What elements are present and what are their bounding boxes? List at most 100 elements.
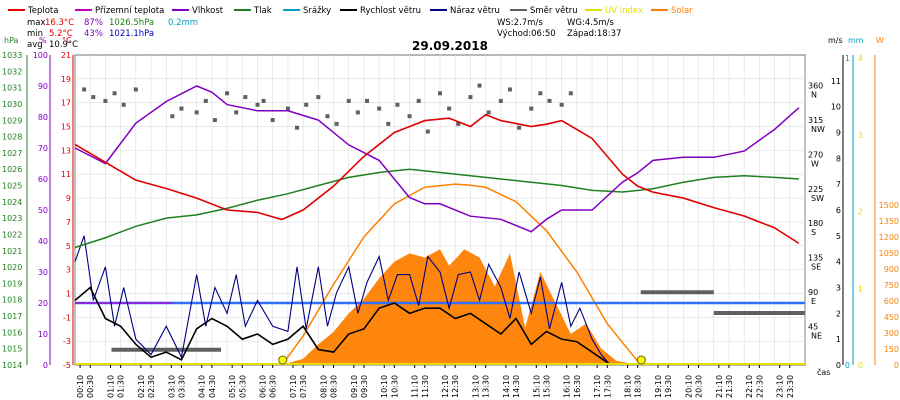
wind-dir-point bbox=[170, 114, 175, 119]
uv-tick: 1 bbox=[858, 284, 863, 293]
temp-tick: 17 bbox=[61, 99, 71, 108]
wind-tick: 9 bbox=[836, 129, 841, 138]
stat-avg-label: avg bbox=[27, 40, 43, 50]
wind-tick: 1 bbox=[836, 335, 841, 344]
humidity-tick: 30 bbox=[38, 268, 48, 277]
legend-label: Tlak bbox=[253, 6, 272, 16]
solar-tick: 300 bbox=[884, 329, 899, 338]
wind-tick: 5 bbox=[836, 232, 841, 241]
temp-tick: -3 bbox=[63, 337, 71, 346]
direction-tick-label: NE bbox=[811, 332, 822, 341]
pressure-tick: 1029 bbox=[2, 116, 22, 125]
rain-tick: 0 bbox=[845, 361, 850, 370]
direction-tick-degree: 45 bbox=[808, 323, 818, 332]
wind-dir-point bbox=[377, 106, 382, 111]
wind-dir-point bbox=[255, 102, 260, 107]
humidity-tick: 10 bbox=[38, 330, 48, 339]
stat-max-press: 1026.5hPa bbox=[109, 18, 154, 28]
solar-max-line bbox=[281, 183, 642, 366]
humidity-tick: 70 bbox=[38, 144, 48, 153]
time-label: 19:10 bbox=[654, 375, 663, 398]
wind-tick: 2 bbox=[836, 309, 841, 318]
wind-dir-point bbox=[316, 95, 321, 100]
time-label: 07:10 bbox=[289, 375, 298, 398]
pressure-tick: 1023 bbox=[2, 214, 22, 223]
pressure-tick: 1028 bbox=[2, 133, 22, 142]
pressure-tick: 1020 bbox=[2, 263, 22, 272]
solar-tick: 600 bbox=[884, 297, 899, 306]
time-label: 13:30 bbox=[482, 375, 491, 398]
time-label: 20:30 bbox=[695, 375, 704, 398]
solar-tick: 150 bbox=[884, 345, 899, 354]
temp-tick: 1 bbox=[66, 289, 71, 298]
temp-tick: 7 bbox=[66, 218, 71, 227]
wind-gust-line bbox=[74, 235, 611, 366]
time-label: 19:30 bbox=[664, 375, 673, 398]
uv-tick: 3 bbox=[858, 131, 863, 140]
direction-tick-label: S bbox=[811, 228, 816, 237]
time-label: 04:30 bbox=[208, 375, 217, 398]
temp-tick: 19 bbox=[61, 75, 71, 84]
wind-tick: 11 bbox=[831, 77, 841, 86]
wind-dir-point bbox=[365, 98, 369, 103]
wind-dir-point bbox=[212, 118, 217, 123]
time-label: 17:10 bbox=[593, 375, 602, 398]
solar-tick: 750 bbox=[884, 281, 899, 290]
wind-dir-point bbox=[270, 118, 275, 123]
wind-dir-point bbox=[486, 110, 491, 115]
direction-tick-degree: 180 bbox=[808, 219, 823, 228]
time-label: 00:10 bbox=[76, 375, 85, 398]
time-label: 22:30 bbox=[755, 375, 764, 398]
wind-tick: 8 bbox=[836, 154, 841, 163]
time-label: 08:10 bbox=[319, 375, 328, 398]
chart-title: 29.09.2018 bbox=[412, 39, 488, 53]
time-label: 02:30 bbox=[147, 375, 156, 398]
time-label: 23:30 bbox=[786, 375, 795, 398]
time-label: 11:30 bbox=[421, 375, 430, 398]
wind-dir-point bbox=[203, 98, 208, 103]
time-label: 15:10 bbox=[532, 375, 541, 398]
uv-tick: 0 bbox=[858, 361, 863, 370]
stat-min-temp: 5.2°C bbox=[49, 29, 73, 39]
stat-ws: WS:2.7m/s bbox=[497, 18, 543, 28]
time-label: 10:30 bbox=[390, 375, 399, 398]
temp-tick: 5 bbox=[66, 242, 71, 251]
pressure-tick: 1019 bbox=[2, 279, 22, 288]
direction-tick-degree: 90 bbox=[808, 288, 818, 297]
legend-label: Směr větru bbox=[530, 6, 578, 16]
stat-max-rain: 0.2mm bbox=[168, 18, 198, 28]
wind-dir-point bbox=[133, 87, 138, 92]
wind-tick: 0 bbox=[836, 361, 841, 370]
legend-label: Přízemní teplota bbox=[95, 6, 164, 16]
direction-tick-label: N bbox=[811, 90, 817, 99]
axis-unit-rain: mm bbox=[848, 36, 864, 45]
wind-dir-point bbox=[386, 121, 391, 126]
wind-dir-point bbox=[243, 95, 248, 100]
legend-label: Vlhkost bbox=[192, 6, 224, 16]
wind-dir-point bbox=[529, 106, 534, 111]
legend-label: Teplota bbox=[27, 6, 58, 16]
temp-tick: 11 bbox=[61, 170, 71, 179]
temp-tick: 3 bbox=[66, 266, 71, 275]
direction-tick-degree: 225 bbox=[808, 185, 823, 194]
time-label: 18:10 bbox=[624, 375, 633, 398]
time-label: 08:30 bbox=[330, 375, 339, 398]
pressure-tick: 1018 bbox=[2, 296, 22, 305]
temp-tick: -1 bbox=[63, 313, 71, 322]
legend-label: UV index bbox=[605, 6, 643, 16]
humidity-tick: 90 bbox=[38, 82, 48, 91]
wind-dir-point bbox=[82, 87, 87, 92]
pressure-tick: 1032 bbox=[2, 67, 22, 76]
pressure-tick: 1026 bbox=[2, 165, 22, 174]
x-axis-unit: čas bbox=[817, 367, 830, 377]
wind-dir-point bbox=[179, 106, 184, 111]
time-label: 13:10 bbox=[471, 375, 480, 398]
pressure-tick: 1033 bbox=[2, 51, 22, 60]
time-label: 01:10 bbox=[106, 375, 115, 398]
time-label: 09:30 bbox=[360, 375, 369, 398]
legend-label: Rychlost větru bbox=[360, 6, 421, 16]
pressure-tick: 1027 bbox=[2, 149, 22, 158]
solar-area bbox=[281, 249, 641, 365]
time-label: 00:30 bbox=[86, 375, 95, 398]
